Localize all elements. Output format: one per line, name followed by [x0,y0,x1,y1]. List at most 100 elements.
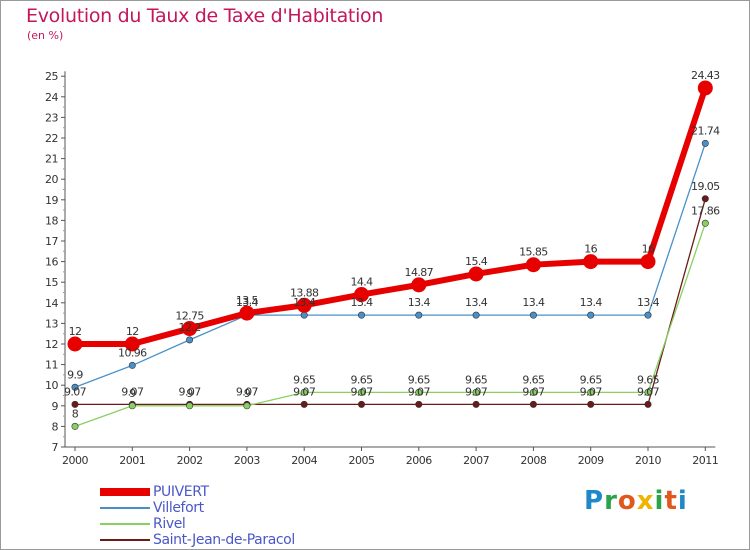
data-label: 15.4 [465,255,488,268]
data-label: 13.4 [408,296,431,309]
data-point [357,400,365,408]
y-tick-label: 12 [45,338,58,351]
data-point [644,388,652,396]
legend-swatch [100,523,150,525]
data-label: 9.65 [465,373,488,386]
series-line [74,223,706,428]
data-point [357,388,365,396]
data-label: 9.07 [350,385,373,398]
logo-letter: x [636,486,655,516]
y-tick-label: 21 [45,153,58,166]
data-label: 9.9 [67,368,83,381]
legend-item: Villefort [100,500,204,516]
data-point [525,257,541,273]
data-point [529,400,537,408]
y-tick-label: 22 [45,132,58,145]
y-tick-label: 17 [45,235,58,248]
data-point [239,305,255,321]
chart-title: Evolution du Taux de Taxe d'Habitation [26,5,384,27]
legend-item: Saint-Jean-de-Paracol [100,532,295,548]
data-label: 9.07 [121,385,144,398]
data-label: 9 [186,387,193,400]
data-label: 9.07 [637,385,660,398]
y-tick-label: 16 [45,256,58,269]
y-tick-label: 8 [52,420,59,433]
series-line [75,87,709,347]
data-label: 16 [584,243,597,256]
data-point [300,400,308,408]
data-point [128,402,136,410]
data-label: 19.05 [691,180,720,193]
data-label: 8 [72,407,79,420]
data-point [415,400,423,408]
data-point [243,402,251,410]
data-label: 12.2 [179,321,201,334]
data-point [71,400,79,408]
logo-letter: o [617,486,637,516]
data-point [415,311,423,319]
data-point [186,402,194,410]
data-label: 9.07 [64,385,87,398]
y-tick-label: 11 [45,359,58,372]
data-label: 21.74 [691,124,720,137]
data-label: 13.5 [236,294,259,307]
data-label: 9.65 [350,373,373,386]
data-point [71,383,79,391]
x-tick-label: 2000 [62,454,88,467]
data-point [697,80,713,96]
legend-swatch [100,539,150,541]
logo-letter: i [677,486,688,516]
data-label: 9.07 [465,385,488,398]
data-point [300,311,308,319]
legend-swatch [100,507,150,509]
data-label: 14.87 [405,266,434,279]
data-point [640,254,656,270]
data-point [701,139,709,147]
x-tick-label: 2005 [349,454,375,467]
data-point [182,321,198,337]
data-label: 13.4 [350,296,373,309]
y-tick-label: 15 [45,276,58,289]
data-point [583,254,599,270]
legend-label: Rivel [153,516,186,532]
data-label: 9.07 [293,385,316,398]
data-point [67,336,83,352]
data-label: 12 [126,325,139,338]
data-label: 13.4 [465,296,488,309]
x-tick-label: 2001 [119,454,145,467]
data-label: 9.07 [522,385,545,398]
legend-swatch [100,488,150,496]
x-tick-label: 2008 [520,454,546,467]
legend-label: Villefort [153,500,204,516]
data-point [296,297,312,313]
data-point [186,336,194,344]
y-tick-label: 23 [45,111,58,124]
data-label: 13.88 [290,286,319,299]
x-tick-label: 2007 [463,454,489,467]
data-label: 13.4 [637,296,660,309]
y-tick-label: 10 [45,379,58,392]
data-label: 9.07 [179,385,202,398]
data-point [411,277,427,293]
x-tick-label: 2003 [234,454,260,467]
x-tick-label: 2002 [177,454,203,467]
data-label: 17.86 [691,204,720,217]
data-label: 12 [69,325,82,338]
legend-label: Saint-Jean-de-Paracol [153,532,295,548]
legend-item: Rivel [100,516,186,532]
logo-letter: i [654,486,665,516]
data-point [701,219,709,227]
data-point [587,388,595,396]
data-point [472,311,480,319]
data-label: 14.4 [350,276,373,289]
data-point [415,388,423,396]
data-point [357,311,365,319]
data-label: 24.43 [691,69,720,82]
data-label: 9.65 [637,373,660,386]
data-label: 15.85 [519,246,548,259]
data-point [128,361,136,369]
data-point [472,400,480,408]
data-label: 13.4 [293,296,316,309]
y-tick-label: 18 [45,214,58,227]
